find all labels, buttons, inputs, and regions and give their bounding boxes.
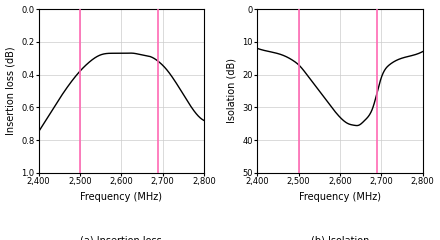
X-axis label: Frequency (MHz): Frequency (MHz): [299, 192, 381, 202]
X-axis label: Frequency (MHz): Frequency (MHz): [80, 192, 162, 202]
Text: (a) Insertion loss: (a) Insertion loss: [81, 235, 162, 240]
Y-axis label: Insertion loss (dB): Insertion loss (dB): [6, 47, 15, 135]
Y-axis label: Isolation (dB): Isolation (dB): [227, 58, 237, 123]
Text: (b) Isolation: (b) Isolation: [311, 235, 369, 240]
